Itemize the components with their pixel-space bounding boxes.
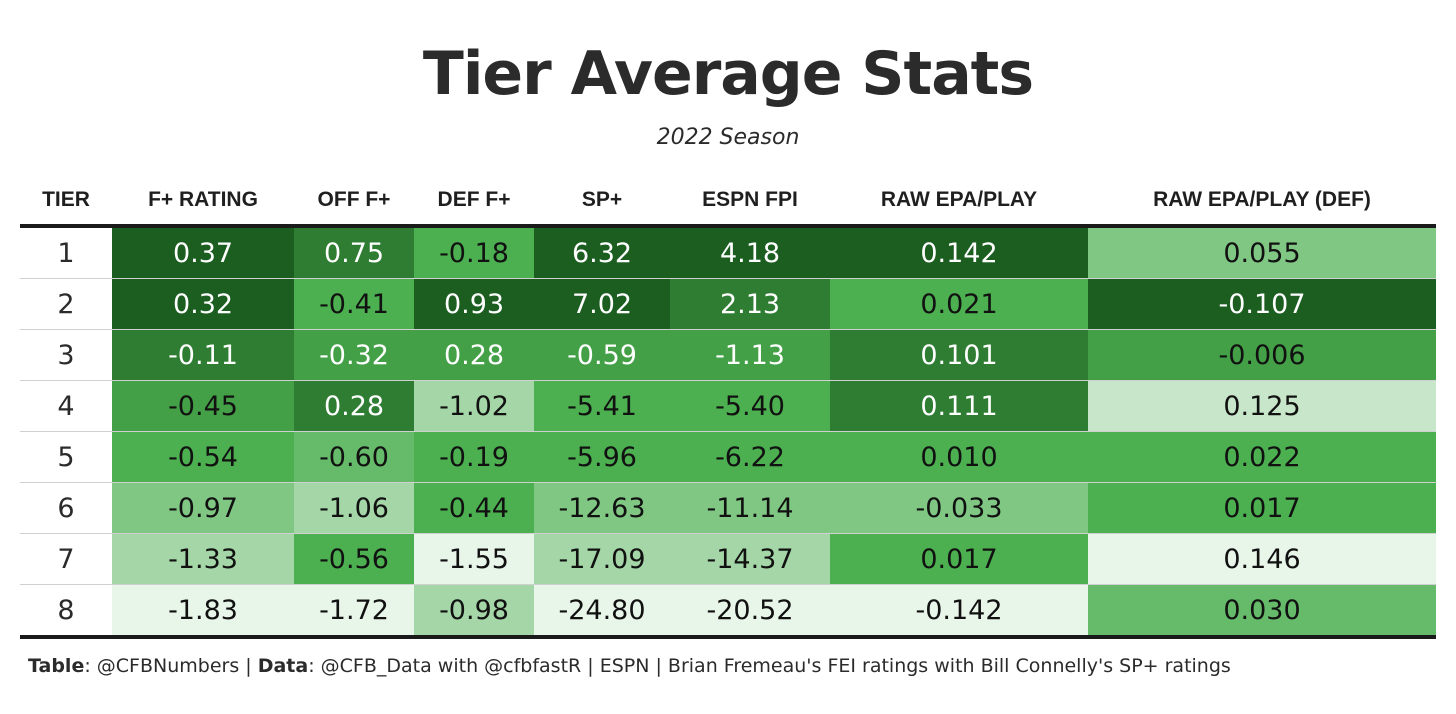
value-cell: -1.13 [670,329,830,381]
tier-cell: 4 [20,380,112,432]
value-cell: -0.59 [534,329,670,381]
column-header: DEF F+ [414,176,534,228]
value-cell: -0.18 [414,226,534,279]
value-cell: -0.142 [830,584,1088,639]
value-cell: 0.37 [112,226,294,279]
value-cell: -24.80 [534,584,670,639]
value-cell: -1.06 [294,482,414,534]
value-cell: 0.111 [830,380,1088,432]
footer-table-value: : @CFBNumbers | [84,655,258,677]
table-row: 8 -1.83 -1.72 -0.98 -24.80 -20.52 -0.142 0.030 [20,584,1436,639]
column-header: SP+ [534,176,670,228]
table-row: 1 0.37 0.75 -0.18 6.32 4.18 0.142 0.055 [20,226,1436,279]
value-cell: -12.63 [534,482,670,534]
value-cell: 0.146 [1088,533,1436,585]
footer-data-value: : @CFB_Data with @cfbfastR | ESPN | Bria… [308,655,1231,677]
value-cell: 0.101 [830,329,1088,381]
value-cell: 0.142 [830,226,1088,279]
value-cell: -0.19 [414,431,534,483]
value-cell: -14.37 [670,533,830,585]
value-cell: -0.44 [414,482,534,534]
value-cell: 0.055 [1088,226,1436,279]
tier-cell: 7 [20,533,112,585]
footer-table-label: Table [28,655,85,677]
column-header: RAW EPA/PLAY [830,176,1088,228]
value-cell: -0.033 [830,482,1088,534]
value-cell: -0.54 [112,431,294,483]
value-cell: -20.52 [670,584,830,639]
value-cell: -0.45 [112,380,294,432]
footer-credits: Table: @CFBNumbers | Data: @CFB_Data wit… [28,652,1438,680]
value-cell: 0.021 [830,278,1088,330]
value-cell: -1.83 [112,584,294,639]
value-cell: 0.125 [1088,380,1436,432]
value-cell: -5.40 [670,380,830,432]
value-cell: -1.33 [112,533,294,585]
value-cell: -0.107 [1088,278,1436,330]
value-cell: 0.32 [112,278,294,330]
value-cell: -0.60 [294,431,414,483]
value-cell: -17.09 [534,533,670,585]
tier-cell: 1 [20,226,112,279]
value-cell: 4.18 [670,226,830,279]
value-cell: -6.22 [670,431,830,483]
value-cell: 0.010 [830,431,1088,483]
value-cell: 0.022 [1088,431,1436,483]
value-cell: -0.11 [112,329,294,381]
value-cell: 0.017 [830,533,1088,585]
table-row: 5 -0.54 -0.60 -0.19 -5.96 -6.22 0.010 0.022 [20,431,1436,483]
value-cell: -11.14 [670,482,830,534]
value-cell: 6.32 [534,226,670,279]
table-header-row: TIER F+ RATING OFF F+ DEF F+ SP+ ESPN FPI RAW … [20,176,1436,228]
column-header: RAW EPA/PLAY (DEF) [1088,176,1436,228]
value-cell: 0.75 [294,226,414,279]
value-cell: -0.006 [1088,329,1436,381]
tier-cell: 5 [20,431,112,483]
table-row: 2 0.32 -0.41 0.93 7.02 2.13 0.021 -0.107 [20,278,1436,330]
tier-cell: 3 [20,329,112,381]
value-cell: 2.13 [670,278,830,330]
tier-cell: 6 [20,482,112,534]
footer-data-label: Data [257,655,309,677]
chart-title: Tier Average Stats [422,39,1034,109]
value-cell: 7.02 [534,278,670,330]
table-body: 1 0.37 0.75 -0.18 6.32 4.18 0.142 0.055 2 0.32 -0.… [20,226,1436,639]
value-cell: 0.93 [414,278,534,330]
table-row: 3 -0.11 -0.32 0.28 -0.59 -1.13 0.101 -0.006 [20,329,1436,381]
value-cell: -5.41 [534,380,670,432]
value-cell: -1.55 [414,533,534,585]
value-cell: -1.72 [294,584,414,639]
value-cell: -0.97 [112,482,294,534]
value-cell: -0.98 [414,584,534,639]
value-cell: 0.28 [414,329,534,381]
table-row: 4 -0.45 0.28 -1.02 -5.41 -5.40 0.111 0.125 [20,380,1436,432]
table-row: 6 -0.97 -1.06 -0.44 -12.63 -11.14 -0.033 0.017 [20,482,1436,534]
value-cell: -1.02 [414,380,534,432]
column-header: ESPN FPI [670,176,830,228]
column-header: OFF F+ [294,176,414,228]
column-header: F+ RATING [112,176,294,228]
value-cell: -0.41 [294,278,414,330]
stats-table: TIER F+ RATING OFF F+ DEF F+ SP+ ESPN FPI RAW … [20,176,1436,639]
value-cell: 0.030 [1088,584,1436,639]
tier-cell: 2 [20,278,112,330]
value-cell: -0.32 [294,329,414,381]
value-cell: -5.96 [534,431,670,483]
column-header: TIER [20,176,112,228]
table-row: 7 -1.33 -0.56 -1.55 -17.09 -14.37 0.017 0.146 [20,533,1436,585]
chart-subtitle: 2022 Season [656,125,800,150]
value-cell: 0.28 [294,380,414,432]
value-cell: 0.017 [1088,482,1436,534]
tier-cell: 8 [20,584,112,639]
value-cell: -0.56 [294,533,414,585]
